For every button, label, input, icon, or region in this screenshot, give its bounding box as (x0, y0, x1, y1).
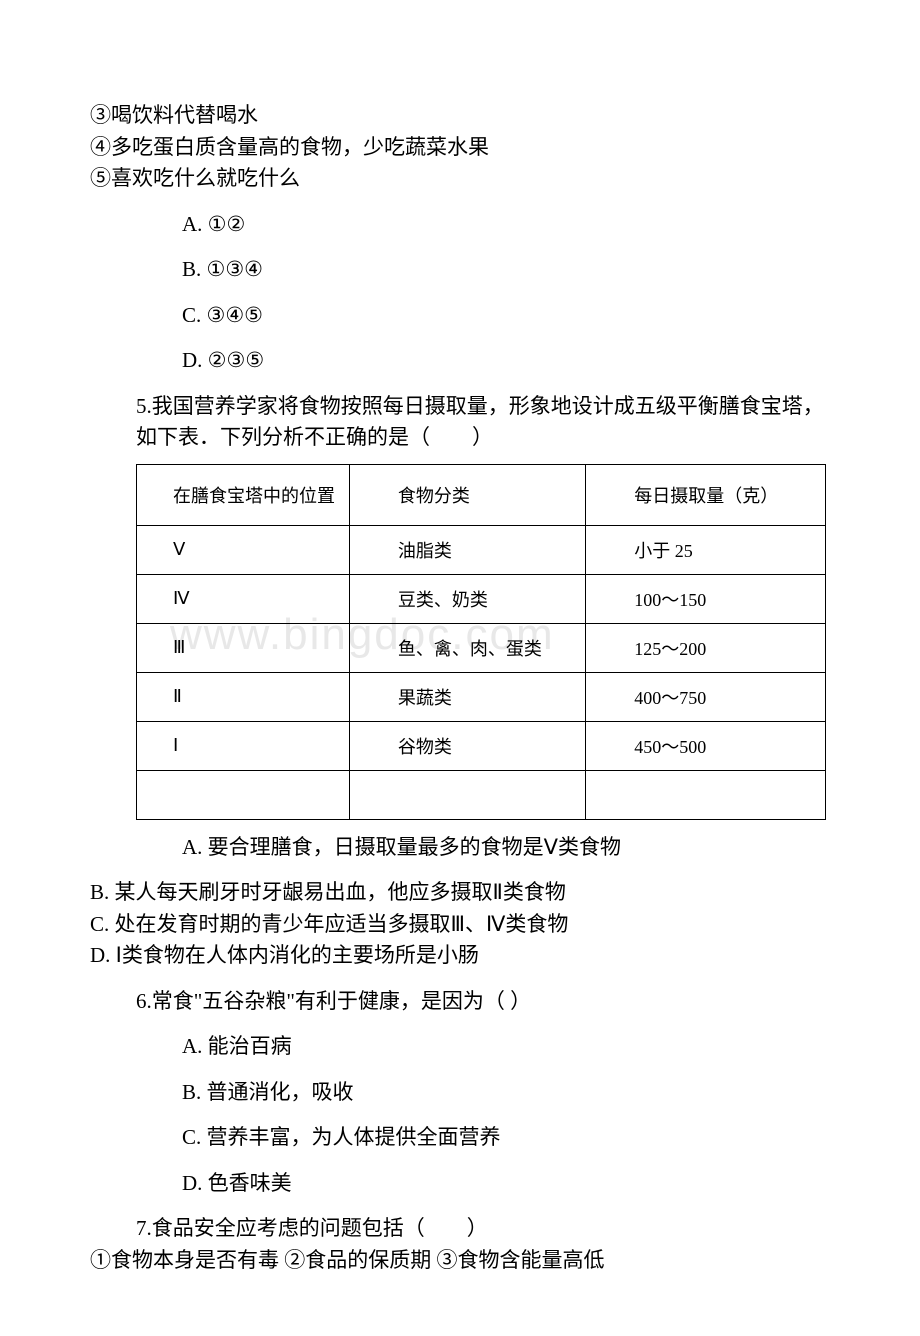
q5-option-a: A. 要合理膳食，日摄取量最多的食物是Ⅴ类食物 (90, 832, 830, 864)
table-cell: 125～200 (586, 623, 826, 672)
q6-text: 6.常食"五谷杂粮"有利于健康，是因为（ ） (90, 986, 830, 1018)
table-cell: Ⅱ (137, 672, 350, 721)
q4-option-c: C. ③④⑤ (90, 300, 830, 332)
q7-text-line2: ①食物本身是否有毒 ②食品的保质期 ③食物含能量高低 (90, 1245, 830, 1277)
q7-text-line1: 7.食品安全应考虑的问题包括（ ） (90, 1213, 830, 1245)
q6-option-a: A. 能治百病 (90, 1031, 830, 1063)
table-cell: Ⅰ (137, 721, 350, 770)
table-cell: 450～500 (586, 721, 826, 770)
table-cell: 油脂类 (349, 525, 585, 574)
q5-option-b: B. 某人每天刷牙时牙龈易出血，他应多摄取Ⅱ类食物 (90, 877, 830, 909)
q4-option-a: A. ①② (90, 209, 830, 241)
table-header-category: 食物分类 (349, 464, 585, 525)
q5-text: 5.我国营养学家将食物按照每日摄取量，形象地设计成五级平衡膳食宝塔，如下表．下列… (90, 391, 830, 454)
table-header-amount: 每日摄取量（克） (586, 464, 826, 525)
q4-option-b: B. ①③④ (90, 254, 830, 286)
q6-option-c: C. 营养丰富，为人体提供全面营养 (90, 1122, 830, 1154)
table-cell: 豆类、奶类 (349, 574, 585, 623)
table-cell-empty (137, 770, 350, 819)
table-cell: 鱼、禽、肉、蛋类 (349, 623, 585, 672)
table-cell: 小于 25 (586, 525, 826, 574)
q6-option-d: D. 色香味美 (90, 1168, 830, 1200)
table-cell: 400～750 (586, 672, 826, 721)
q5-option-c: C. 处在发育时期的青少年应适当多摄取Ⅲ、Ⅳ类食物 (90, 909, 830, 941)
table-cell: Ⅴ (137, 525, 350, 574)
table-cell: 谷物类 (349, 721, 585, 770)
table-cell: 100～150 (586, 574, 826, 623)
q4-sub-3: ③喝饮料代替喝水 (90, 100, 830, 132)
q4-option-d: D. ②③⑤ (90, 345, 830, 377)
table-header-position: 在膳食宝塔中的位置 (137, 464, 350, 525)
q5-option-d: D. Ⅰ类食物在人体内消化的主要场所是小肠 (90, 940, 830, 972)
table-cell: Ⅲ (137, 623, 350, 672)
nutrition-table: 在膳食宝塔中的位置 食物分类 每日摄取量（克） Ⅴ 油脂类 小于 25 Ⅳ 豆类… (136, 464, 826, 820)
table-cell: Ⅳ (137, 574, 350, 623)
q6-option-b: B. 普通消化，吸收 (90, 1077, 830, 1109)
table-cell-empty (349, 770, 585, 819)
q4-sub-4: ④多吃蛋白质含量高的食物，少吃蔬菜水果 (90, 132, 830, 164)
table-cell-empty (586, 770, 826, 819)
table-cell: 果蔬类 (349, 672, 585, 721)
q4-sub-5: ⑤喜欢吃什么就吃什么 (90, 163, 830, 195)
